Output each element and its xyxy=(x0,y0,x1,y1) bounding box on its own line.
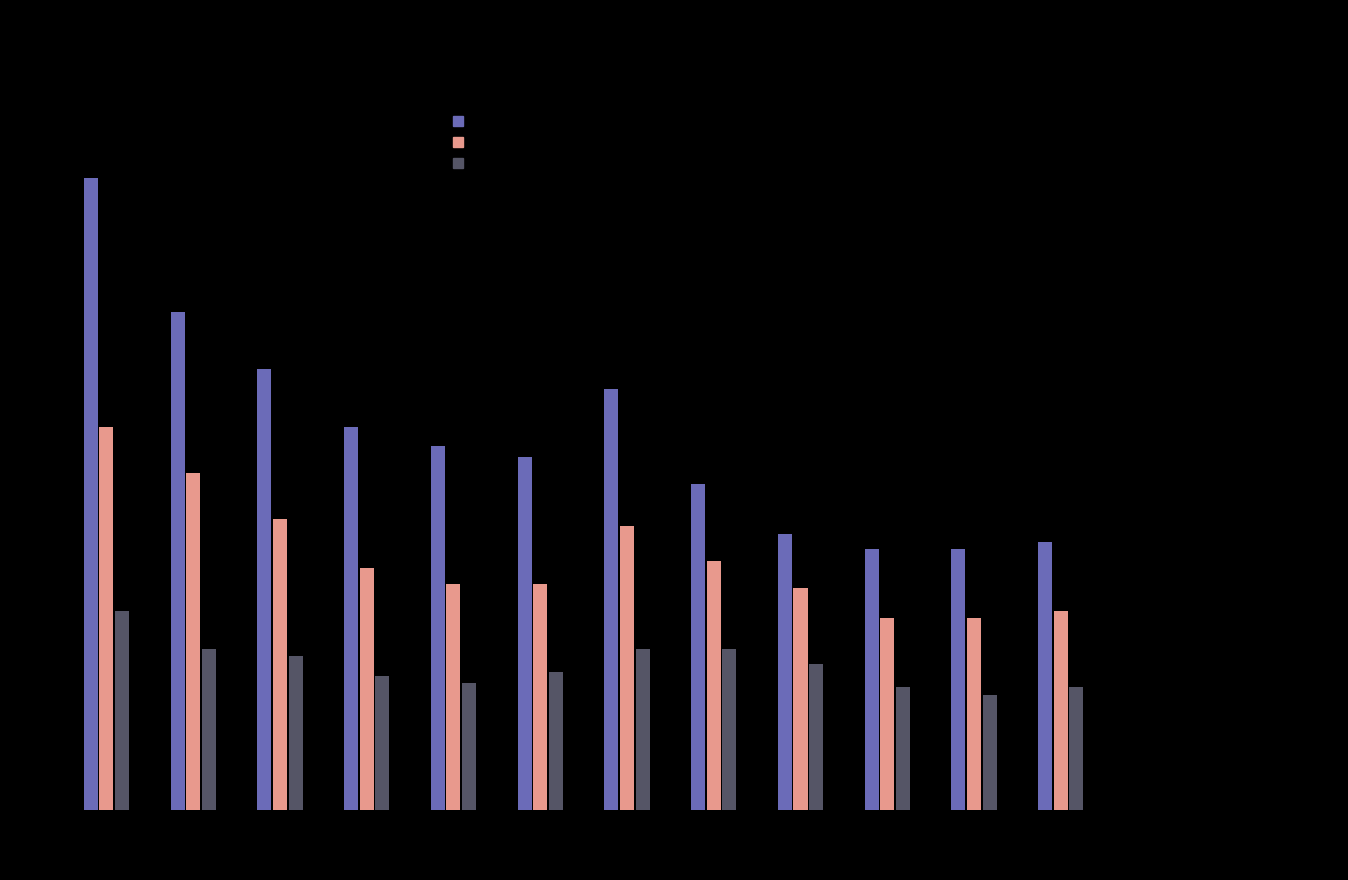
Bar xyxy=(171,312,185,810)
Bar xyxy=(604,388,619,810)
Bar xyxy=(880,618,894,810)
Bar xyxy=(952,549,965,810)
Legend: Zombie, Non-zombie, All: Zombie, Non-zombie, All xyxy=(450,112,553,173)
Bar xyxy=(257,370,271,810)
Bar xyxy=(1054,611,1068,810)
Bar xyxy=(360,568,373,810)
Bar xyxy=(620,526,634,810)
Bar xyxy=(431,446,445,810)
Bar xyxy=(635,649,650,810)
Bar xyxy=(864,549,879,810)
Bar xyxy=(84,178,98,810)
Bar xyxy=(288,656,302,810)
Bar xyxy=(272,518,287,810)
Bar xyxy=(692,484,705,810)
Bar xyxy=(100,427,113,810)
Bar xyxy=(549,671,563,810)
Bar xyxy=(446,583,461,810)
Bar xyxy=(983,695,996,810)
Bar xyxy=(202,649,216,810)
Bar xyxy=(115,611,129,810)
Bar xyxy=(1069,687,1084,810)
Bar xyxy=(1038,541,1053,810)
Bar xyxy=(809,664,824,810)
Bar xyxy=(375,676,390,810)
Bar xyxy=(344,427,359,810)
Bar xyxy=(534,583,547,810)
Bar xyxy=(794,588,807,810)
Bar xyxy=(186,473,201,810)
Bar xyxy=(706,561,721,810)
Bar xyxy=(518,458,531,810)
Bar xyxy=(896,687,910,810)
Bar xyxy=(723,649,736,810)
Bar xyxy=(462,683,476,810)
Bar xyxy=(967,618,981,810)
Bar xyxy=(778,534,791,810)
